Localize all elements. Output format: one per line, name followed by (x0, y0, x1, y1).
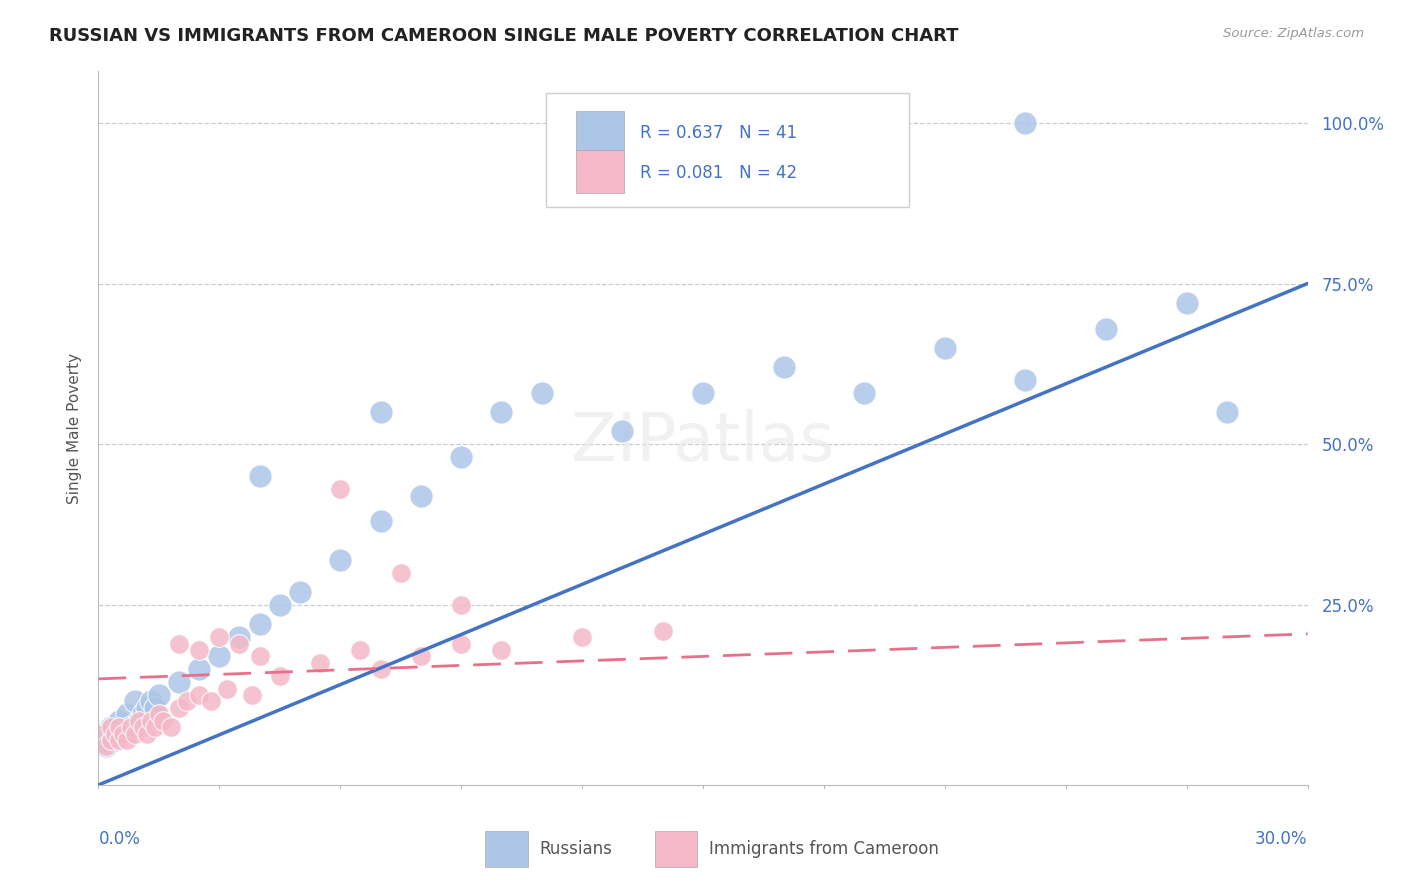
Point (240, 688, 263, 702)
Point (249, 649, 271, 664)
Point (329, 482, 352, 496)
Point (249, 469, 271, 483)
Point (143, 701, 166, 715)
Text: Source: ZipAtlas.com: Source: ZipAtlas.com (1223, 27, 1364, 40)
Point (389, 566, 412, 580)
Point (139, 694, 162, 708)
Point (160, 720, 183, 734)
Point (269, 668, 291, 682)
Point (115, 707, 138, 722)
Point (152, 714, 174, 728)
Point (100, 733, 122, 747)
Point (309, 656, 332, 670)
Point (1095, 321, 1118, 335)
Point (167, 675, 190, 690)
Bar (655, 831, 697, 867)
Point (208, 630, 231, 644)
Point (530, 385, 553, 400)
Point (120, 720, 142, 734)
Point (491, 405, 513, 419)
Point (692, 116, 714, 130)
Point (91, 726, 114, 740)
Point (132, 707, 155, 722)
Point (91, 726, 114, 740)
Text: 30.0%: 30.0% (1256, 830, 1308, 848)
Point (200, 694, 222, 708)
Text: R = 0.637   N = 41: R = 0.637 N = 41 (640, 125, 797, 143)
Point (107, 720, 129, 734)
Point (148, 688, 170, 702)
Point (450, 636, 472, 650)
Point (188, 662, 211, 676)
Point (450, 598, 472, 612)
Point (107, 714, 129, 728)
Point (692, 385, 714, 400)
Point (115, 733, 138, 747)
Bar (485, 831, 527, 867)
Bar (576, 150, 624, 193)
Point (100, 720, 122, 734)
Point (269, 598, 291, 612)
Text: Immigrants from Cameroon: Immigrants from Cameroon (709, 840, 939, 858)
Point (103, 733, 125, 747)
Point (139, 714, 162, 728)
FancyBboxPatch shape (546, 93, 908, 207)
Point (651, 624, 673, 638)
Point (167, 636, 190, 650)
Point (135, 701, 157, 715)
Point (188, 643, 211, 657)
Point (409, 489, 432, 503)
Point (188, 688, 211, 702)
Point (124, 694, 146, 708)
Point (111, 726, 134, 740)
Text: 0.0%: 0.0% (98, 830, 141, 848)
Point (853, 385, 876, 400)
Point (96, 739, 118, 754)
Point (934, 341, 956, 355)
Point (491, 643, 513, 657)
Point (148, 707, 170, 722)
Point (208, 649, 231, 664)
Point (128, 714, 150, 728)
Point (450, 450, 472, 464)
Point (228, 630, 250, 644)
Point (217, 681, 239, 696)
Text: ZIPatlas: ZIPatlas (571, 409, 835, 475)
Point (329, 553, 352, 567)
Text: Russians: Russians (540, 840, 613, 858)
Point (1014, 373, 1036, 387)
Point (288, 585, 311, 599)
Point (370, 515, 392, 529)
Point (370, 405, 392, 419)
Y-axis label: Single Male Poverty: Single Male Poverty (66, 352, 82, 504)
Point (167, 701, 190, 715)
Point (143, 720, 166, 734)
Point (103, 726, 125, 740)
Point (1216, 405, 1239, 419)
Point (772, 360, 794, 375)
Bar (576, 111, 624, 153)
Point (120, 720, 142, 734)
Point (107, 733, 129, 747)
Point (1014, 116, 1036, 130)
Point (176, 694, 198, 708)
Point (349, 643, 371, 657)
Point (128, 714, 150, 728)
Point (135, 726, 157, 740)
Point (96, 739, 118, 754)
Point (124, 726, 146, 740)
Text: R = 0.081   N = 42: R = 0.081 N = 42 (640, 164, 797, 182)
Point (409, 649, 432, 664)
Point (111, 726, 134, 740)
Point (132, 720, 155, 734)
Text: RUSSIAN VS IMMIGRANTS FROM CAMEROON SINGLE MALE POVERTY CORRELATION CHART: RUSSIAN VS IMMIGRANTS FROM CAMEROON SING… (49, 27, 959, 45)
Point (612, 425, 634, 439)
Point (249, 617, 271, 632)
Point (100, 720, 122, 734)
Point (571, 630, 593, 644)
Point (1175, 295, 1198, 310)
Point (228, 636, 250, 650)
Point (370, 662, 392, 676)
